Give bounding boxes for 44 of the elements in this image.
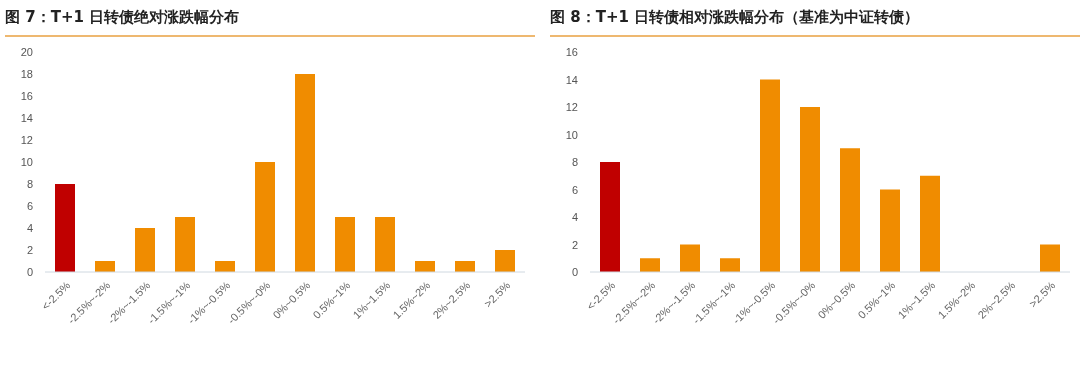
y-tick-label: 16 bbox=[565, 46, 578, 58]
bar bbox=[335, 217, 355, 272]
bar bbox=[295, 74, 315, 272]
y-tick-label: 4 bbox=[571, 211, 578, 223]
y-tick-label: 10 bbox=[20, 156, 33, 168]
bar bbox=[175, 217, 195, 272]
y-tick-label: 6 bbox=[26, 200, 33, 212]
y-tick-label: 10 bbox=[565, 128, 578, 141]
bar bbox=[880, 189, 900, 272]
y-tick-label: 20 bbox=[20, 46, 33, 58]
bar bbox=[55, 184, 75, 272]
bar bbox=[920, 175, 940, 272]
bar bbox=[495, 250, 515, 272]
y-tick-label: 0 bbox=[571, 266, 578, 278]
bar bbox=[680, 244, 700, 272]
bar bbox=[455, 261, 475, 272]
bar bbox=[600, 162, 620, 272]
bar bbox=[215, 261, 235, 272]
bar bbox=[255, 162, 275, 272]
bar bbox=[135, 228, 155, 272]
bar bbox=[800, 107, 820, 272]
y-tick-label: 2 bbox=[571, 238, 578, 251]
chart-title: 图 8：T+1 日转债相对涨跌幅分布（基准为中证转债） bbox=[550, 8, 920, 26]
y-tick-label: 14 bbox=[20, 112, 33, 124]
y-tick-label: 8 bbox=[26, 178, 33, 190]
bar bbox=[375, 217, 395, 272]
bar bbox=[1040, 244, 1060, 272]
bar bbox=[95, 261, 115, 272]
y-tick-label: 18 bbox=[20, 68, 33, 80]
y-tick-label: 8 bbox=[571, 156, 578, 168]
bar bbox=[720, 258, 740, 272]
y-tick-label: 14 bbox=[565, 73, 578, 86]
y-tick-label: 2 bbox=[26, 244, 33, 256]
bar bbox=[840, 148, 860, 272]
y-tick-label: 4 bbox=[26, 222, 33, 234]
bar bbox=[640, 258, 660, 272]
y-tick-label: 16 bbox=[20, 90, 33, 102]
bar bbox=[415, 261, 435, 272]
y-tick-label: 12 bbox=[20, 134, 33, 146]
y-tick-label: 0 bbox=[26, 266, 33, 278]
y-tick-label: 6 bbox=[571, 183, 578, 196]
chart-title: 图 7：T+1 日转债绝对涨跌幅分布 bbox=[5, 8, 240, 26]
y-tick-label: 12 bbox=[565, 101, 578, 113]
bar bbox=[760, 79, 780, 272]
